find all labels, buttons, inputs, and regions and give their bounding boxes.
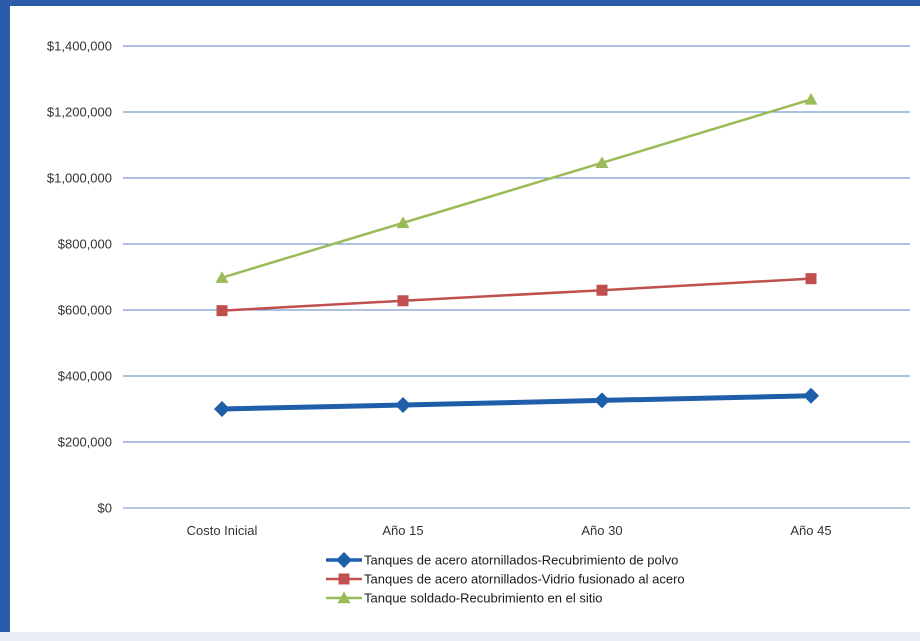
data-point <box>595 156 609 169</box>
data-point <box>805 273 817 285</box>
series-line <box>221 393 812 412</box>
x-tick-label: Año 15 <box>382 523 423 538</box>
data-point <box>214 401 230 417</box>
y-axis-tick-labels: $0 $200,000 $400,000 $600,000 $800,000 $1,000… <box>47 39 112 516</box>
legend-marker <box>337 591 351 604</box>
gridlines <box>123 45 910 509</box>
y-tick-label: $800,000 <box>58 237 112 252</box>
data-point <box>803 387 819 404</box>
x-tick-label: Año 45 <box>790 523 831 538</box>
data-point <box>396 216 410 229</box>
y-tick-label: $600,000 <box>58 303 112 318</box>
series-lines <box>214 92 819 417</box>
x-tick-label: Año 30 <box>581 523 622 538</box>
data-point <box>216 305 228 317</box>
y-tick-label: $0 <box>98 501 112 516</box>
data-point <box>596 284 608 296</box>
x-axis-tick-labels: Costo Inicial Año 15 Año 30 Año 45 <box>187 523 832 538</box>
series-line <box>221 98 812 279</box>
legend-label: Tanque soldado-Recubrimiento en el sitio <box>364 591 602 606</box>
legend-label: Tanques de acero atornillados-Recubrimie… <box>364 553 678 568</box>
data-point <box>804 92 818 105</box>
legend-marker <box>336 552 352 568</box>
y-tick-label: $400,000 <box>58 369 112 384</box>
x-tick-label: Costo Inicial <box>187 523 258 538</box>
y-tick-label: $1,000,000 <box>47 171 112 186</box>
y-tick-label: $200,000 <box>58 435 112 450</box>
data-point <box>215 271 229 283</box>
data-point <box>395 397 411 414</box>
data-point <box>594 392 610 409</box>
legend: Tanques de acero atornillados-Recubrimie… <box>326 552 685 606</box>
bottom-strip <box>0 632 920 641</box>
data-point <box>397 295 409 307</box>
legend-marker <box>338 573 350 585</box>
series-line <box>221 277 812 312</box>
y-tick-label: $1,200,000 <box>47 105 112 120</box>
legend-label: Tanques de acero atornillados-Vidrio fus… <box>364 572 685 587</box>
y-tick-label: $1,400,000 <box>47 39 112 54</box>
